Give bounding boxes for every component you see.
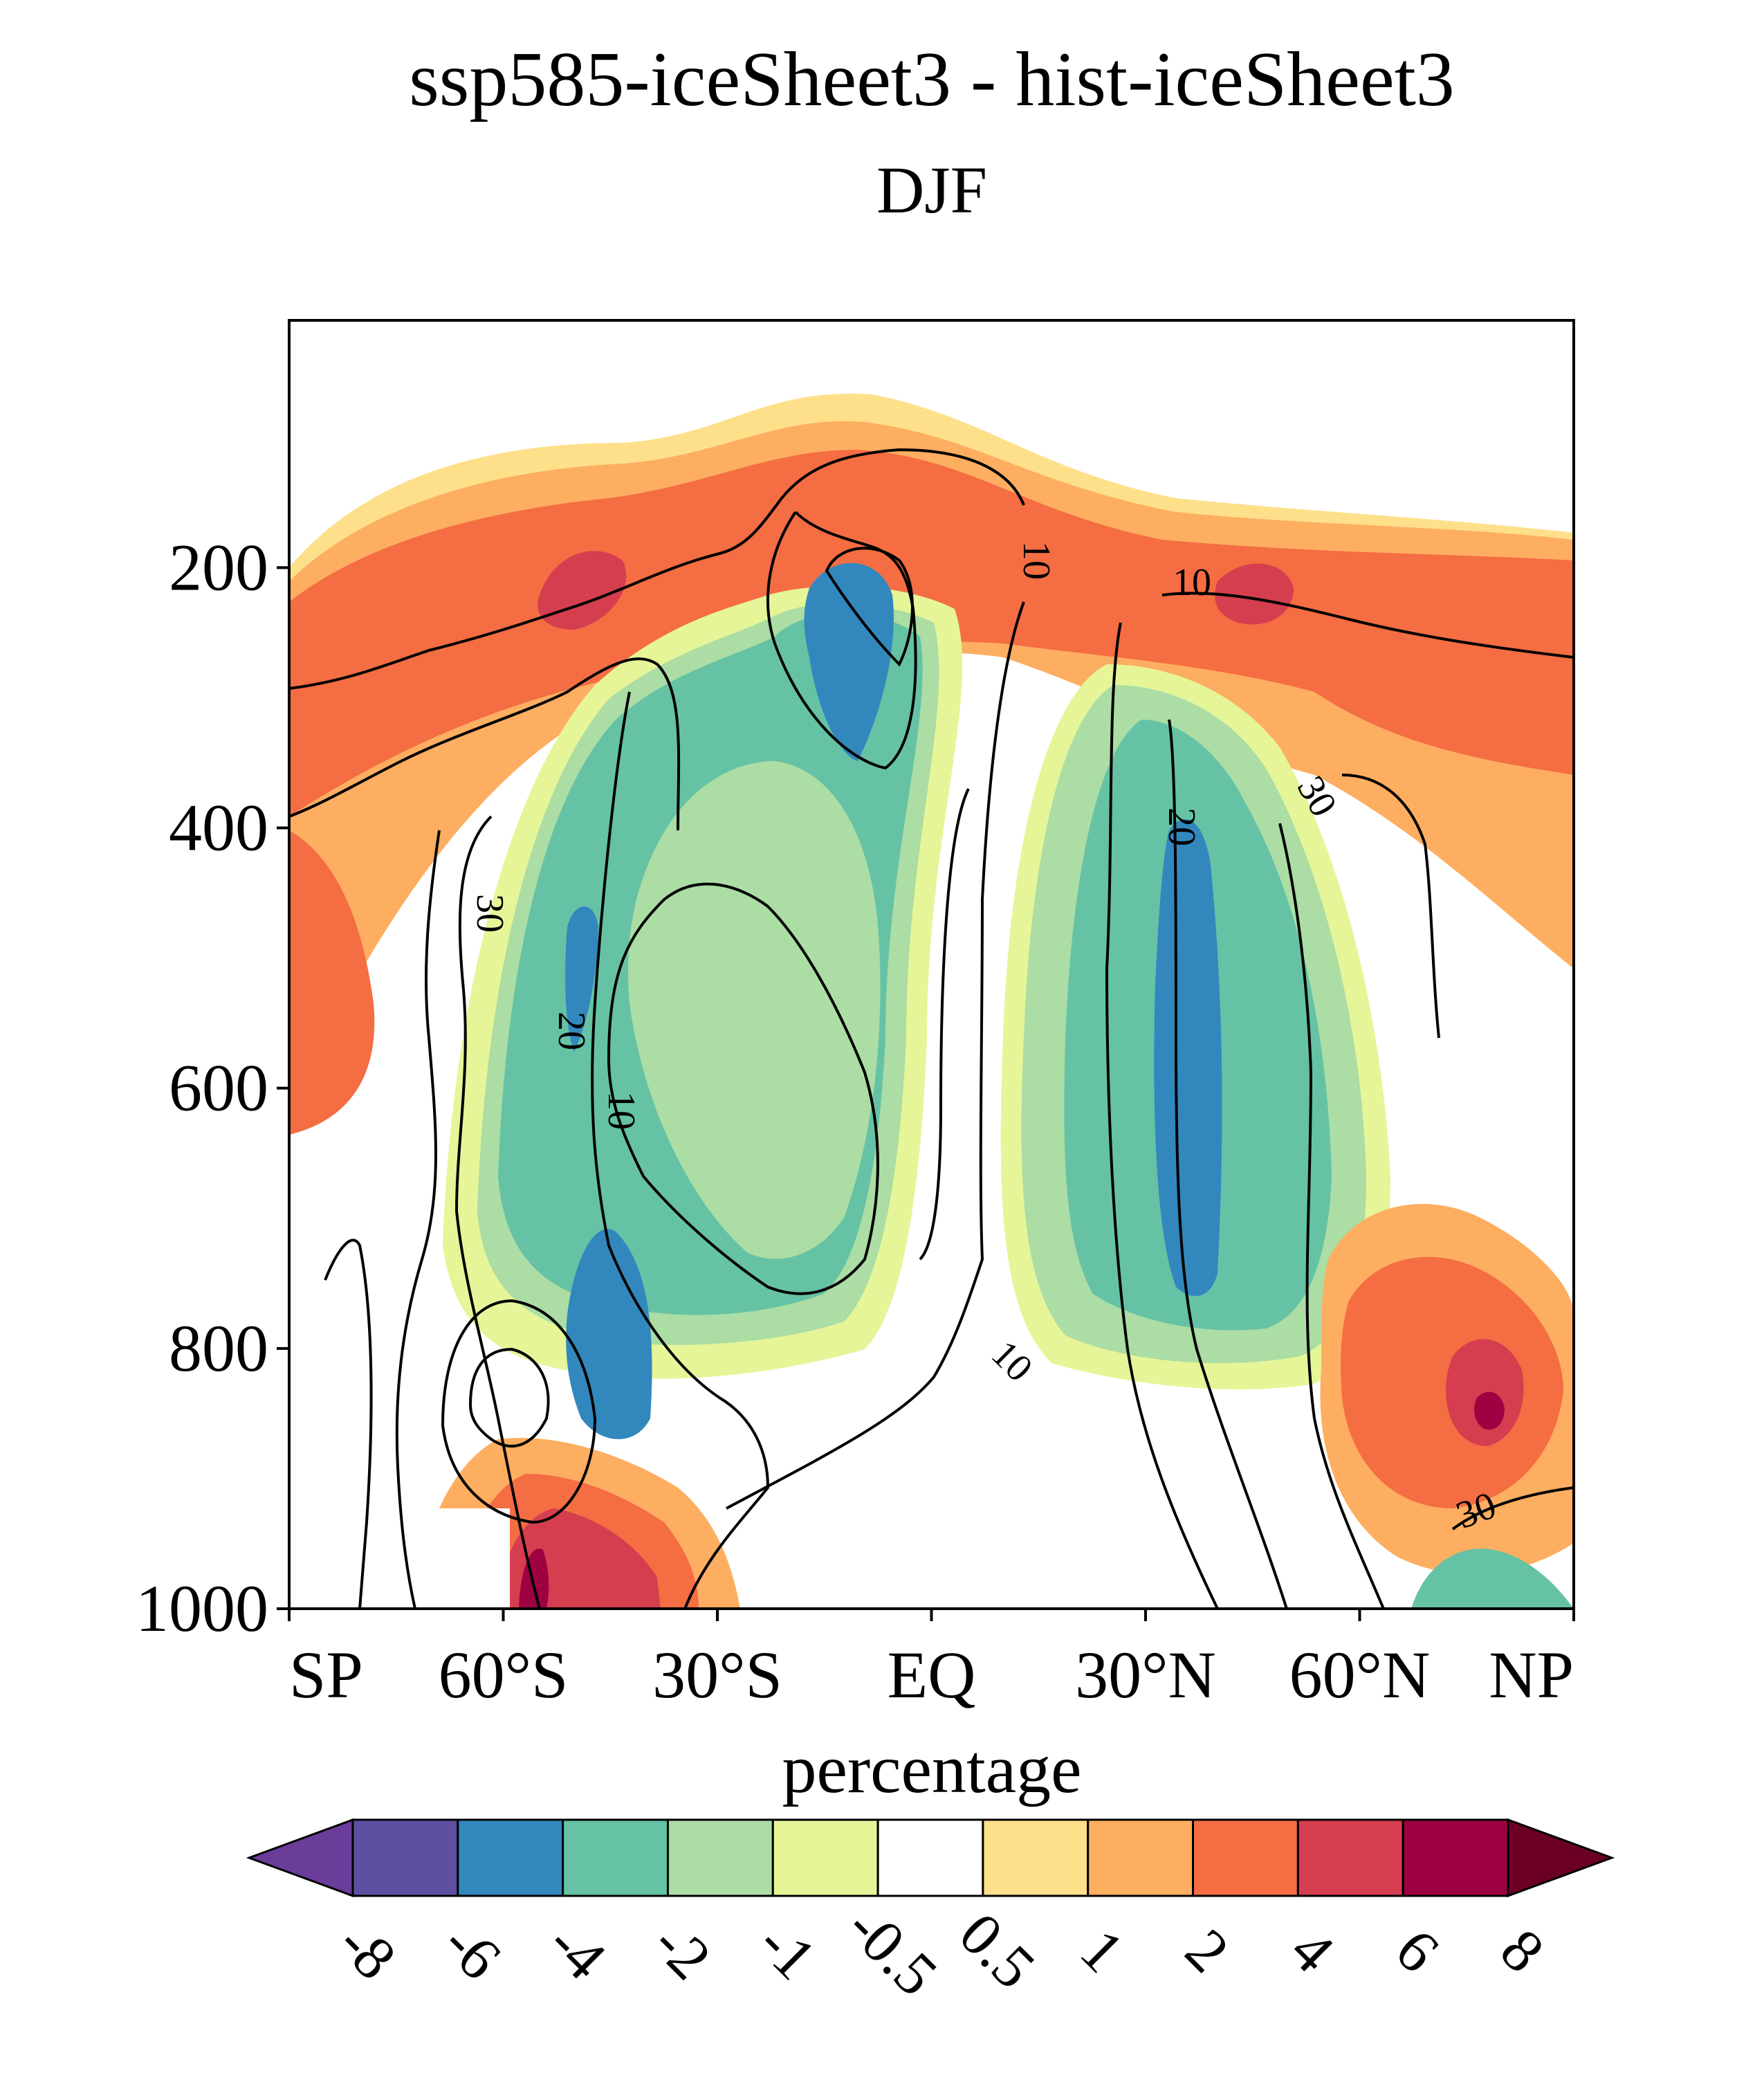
- shade-south-max-upper: [804, 563, 894, 761]
- colorbar-label: -6: [430, 1910, 513, 1993]
- colorbar-swatch: [771, 1818, 879, 1897]
- y-tick-label: 400: [169, 791, 268, 865]
- contour-eq-inner: [919, 788, 970, 1261]
- colorbar-swatch: [666, 1818, 774, 1897]
- x-axis: SP 60°S 30°S EQ 30°N 60°N NP: [288, 1609, 1575, 1712]
- contour-20-sh: [591, 691, 770, 1609]
- contour-30-nh-arc: [1278, 823, 1385, 1609]
- colorbar-swatch: [1087, 1818, 1195, 1897]
- colorbar-label: -0.5: [834, 1893, 950, 2009]
- colorbar-swatch: [876, 1818, 984, 1897]
- plot-area: 10 10 10 10 20 20 30 30 30 2004006008001…: [136, 319, 1575, 1712]
- contour-10-nh-upper: [1161, 592, 1574, 659]
- y-tick-label: 1000: [136, 1571, 268, 1645]
- colorbar-swatch: [562, 1818, 669, 1897]
- colorbar: -8 -6 -4 -2 -1 -0.50.5 1 2 4 6 8: [246, 1818, 1615, 2009]
- contour-10-nh: [1105, 622, 1219, 1609]
- x-tick-label: 60°S: [439, 1638, 569, 1712]
- chart-subtitle: DJF: [876, 153, 987, 227]
- colorbar-label: 4: [1278, 1917, 1347, 1986]
- colorbar-swatch: [457, 1818, 564, 1897]
- colorbar-upper-arrow: [1507, 1818, 1615, 1898]
- colorbar-label: 6: [1382, 1917, 1451, 1986]
- contour-30-upper: [1341, 774, 1440, 1039]
- colorbar-swatch: [982, 1818, 1090, 1897]
- colorbar-label: -2: [640, 1910, 723, 1993]
- contour-20-nh: [1168, 719, 1288, 1609]
- colorbar-lower-arrow: [246, 1818, 354, 1898]
- x-tick-label: 60°N: [1289, 1638, 1431, 1712]
- contour-label: 30: [468, 894, 511, 933]
- shade-np-low-4: [1474, 1391, 1505, 1430]
- contour-sp-outer-loop: [441, 1299, 597, 1524]
- x-tick-label: 30°S: [652, 1638, 782, 1712]
- x-tick-label: 30°N: [1075, 1638, 1216, 1712]
- contour-30-sh-outer: [395, 830, 441, 1609]
- chart-title: ssp585-iceSheet3 - hist-iceSheet3: [409, 37, 1455, 122]
- contour-label: 20: [550, 1012, 593, 1050]
- contour-sp-vertical: [324, 1239, 373, 1609]
- contour-label: 10: [600, 1091, 643, 1130]
- colorbar-label: 8: [1487, 1917, 1556, 1986]
- x-tick-label: SP: [289, 1638, 363, 1712]
- colorbar-swatch: [1402, 1818, 1509, 1897]
- y-tick-label: 600: [169, 1051, 268, 1125]
- shade-max-north: [1215, 563, 1294, 625]
- colorbar-label: -8: [325, 1910, 408, 1993]
- shade-north-max: [1154, 819, 1222, 1297]
- colorbar-swatch: [351, 1818, 459, 1897]
- x-tick-label: NP: [1489, 1638, 1574, 1712]
- colorbar-label: 1: [1067, 1917, 1137, 1986]
- contour-10-sh: [289, 448, 1025, 690]
- colorbar-label: 0.5: [946, 1901, 1047, 2002]
- contour-label: 10: [1015, 541, 1058, 580]
- contour-30-np: [1451, 1486, 1574, 1531]
- y-tick-label: 800: [169, 1311, 268, 1385]
- contour-20-upper: [289, 657, 681, 831]
- colorbar-title: percentage: [782, 1730, 1081, 1807]
- contour-lines: [289, 448, 1574, 1609]
- colorbar-label: 2: [1173, 1917, 1242, 1986]
- contour-10-sh-inner: [766, 511, 917, 770]
- shade-sp-surface-4: [519, 1549, 549, 1609]
- contour-10-sh-lobe: [607, 882, 879, 1295]
- colorbar-swatch: [1296, 1818, 1404, 1897]
- contour-label: 20: [1160, 807, 1203, 846]
- contour-30-sh: [454, 815, 541, 1609]
- contour-label: 10: [1173, 561, 1211, 604]
- y-axis: 200 400 600 800 1000: [136, 530, 289, 1645]
- colorbar-swatch: [1192, 1818, 1299, 1897]
- shade-south-max-mid: [565, 906, 598, 1052]
- contour-sp-loop: [468, 1347, 550, 1448]
- shade-np-low-3: [1446, 1339, 1524, 1446]
- colorbar-label: -4: [535, 1910, 618, 1993]
- colorbar-label: -1: [745, 1910, 828, 1993]
- y-tick-label: 200: [169, 530, 268, 604]
- shade-np-surface-neg: [1411, 1549, 1574, 1609]
- x-tick-label: EQ: [888, 1638, 976, 1712]
- shade-sp-low: [289, 830, 375, 1135]
- contour-10-sh-core: [825, 547, 914, 667]
- contour-10-eq: [726, 601, 1025, 1510]
- shade-south-max-lower: [566, 1229, 652, 1439]
- missing-data-block: [329, 1508, 510, 1609]
